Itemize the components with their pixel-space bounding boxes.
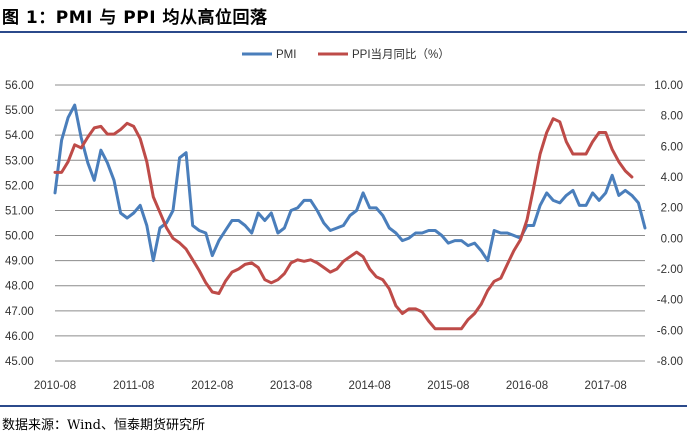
left-tick-label: 54.00 (5, 130, 34, 142)
x-tick-label: 2014-08 (349, 380, 391, 392)
ppi-series-line (53, 117, 634, 331)
x-tick-label: 2013-08 (270, 380, 312, 392)
x-tick-label: 2015-08 (427, 380, 469, 392)
figure-title: 图 1：PMI 与 PPI 均从高位回落 (2, 8, 268, 28)
left-tick-label: 49.00 (5, 256, 34, 268)
left-tick-label: 53.00 (5, 155, 34, 167)
left-tick-label: 52.00 (5, 180, 34, 192)
right-tick-label: 2.00 (661, 203, 683, 215)
right-tick-label: -6.00 (657, 325, 683, 337)
series-lines (53, 103, 647, 331)
right-axis-ticks: 10.00 8.00 6.00 4.00 2.00 0.00 -2.00 -4.00 -6.00… (654, 80, 683, 368)
right-tick-label: 4.00 (661, 172, 683, 184)
left-tick-label: 56.00 (5, 80, 34, 92)
left-tick-label: 45.00 (5, 356, 34, 368)
left-tick-label: 48.00 (5, 281, 34, 293)
left-axis-ticks: 56.00 55.00 54.00 53.00 52.00 51.00 50.00 49.00… (5, 80, 34, 368)
pmi-series-line (53, 103, 647, 263)
title-rule (0, 31, 687, 33)
right-tick-label: 6.00 (661, 141, 683, 153)
x-axis-ticks: 2010-08 2011-08 2012-08 2013-08 2014-08 2015-… (34, 380, 627, 392)
legend-pmi-label: PMI (276, 49, 296, 61)
source-rule (0, 405, 687, 407)
left-tick-label: 47.00 (5, 306, 34, 318)
right-tick-label: -2.00 (657, 264, 683, 276)
right-tick-label: 0.00 (661, 233, 683, 245)
x-tick-label: 2010-08 (34, 380, 76, 392)
left-tick-label: 46.00 (5, 331, 34, 343)
legend-ppi-label: PPI当月同比（%） (352, 47, 450, 61)
right-tick-label: 10.00 (654, 80, 683, 92)
left-tick-label: 55.00 (5, 105, 34, 117)
x-tick-label: 2011-08 (113, 380, 154, 392)
right-tick-label: -4.00 (657, 295, 683, 307)
left-tick-label: 50.00 (5, 231, 34, 243)
x-tick-label: 2012-08 (191, 380, 233, 392)
x-tick-label: 2017-08 (585, 380, 627, 392)
right-tick-label: 8.00 (661, 111, 683, 123)
grid-lines (55, 84, 645, 362)
left-tick-label: 51.00 (5, 205, 34, 217)
pmi-ppi-chart: 56.00 55.00 54.00 53.00 52.00 51.00 50.00 49.00… (5, 47, 683, 392)
chart-legend: PMI PPI当月同比（%） (242, 47, 450, 61)
right-tick-label: -8.00 (657, 356, 683, 368)
source-note: 数据来源：Wind、恒泰期货研究所 (2, 418, 205, 433)
x-tick-label: 2016-08 (506, 380, 548, 392)
